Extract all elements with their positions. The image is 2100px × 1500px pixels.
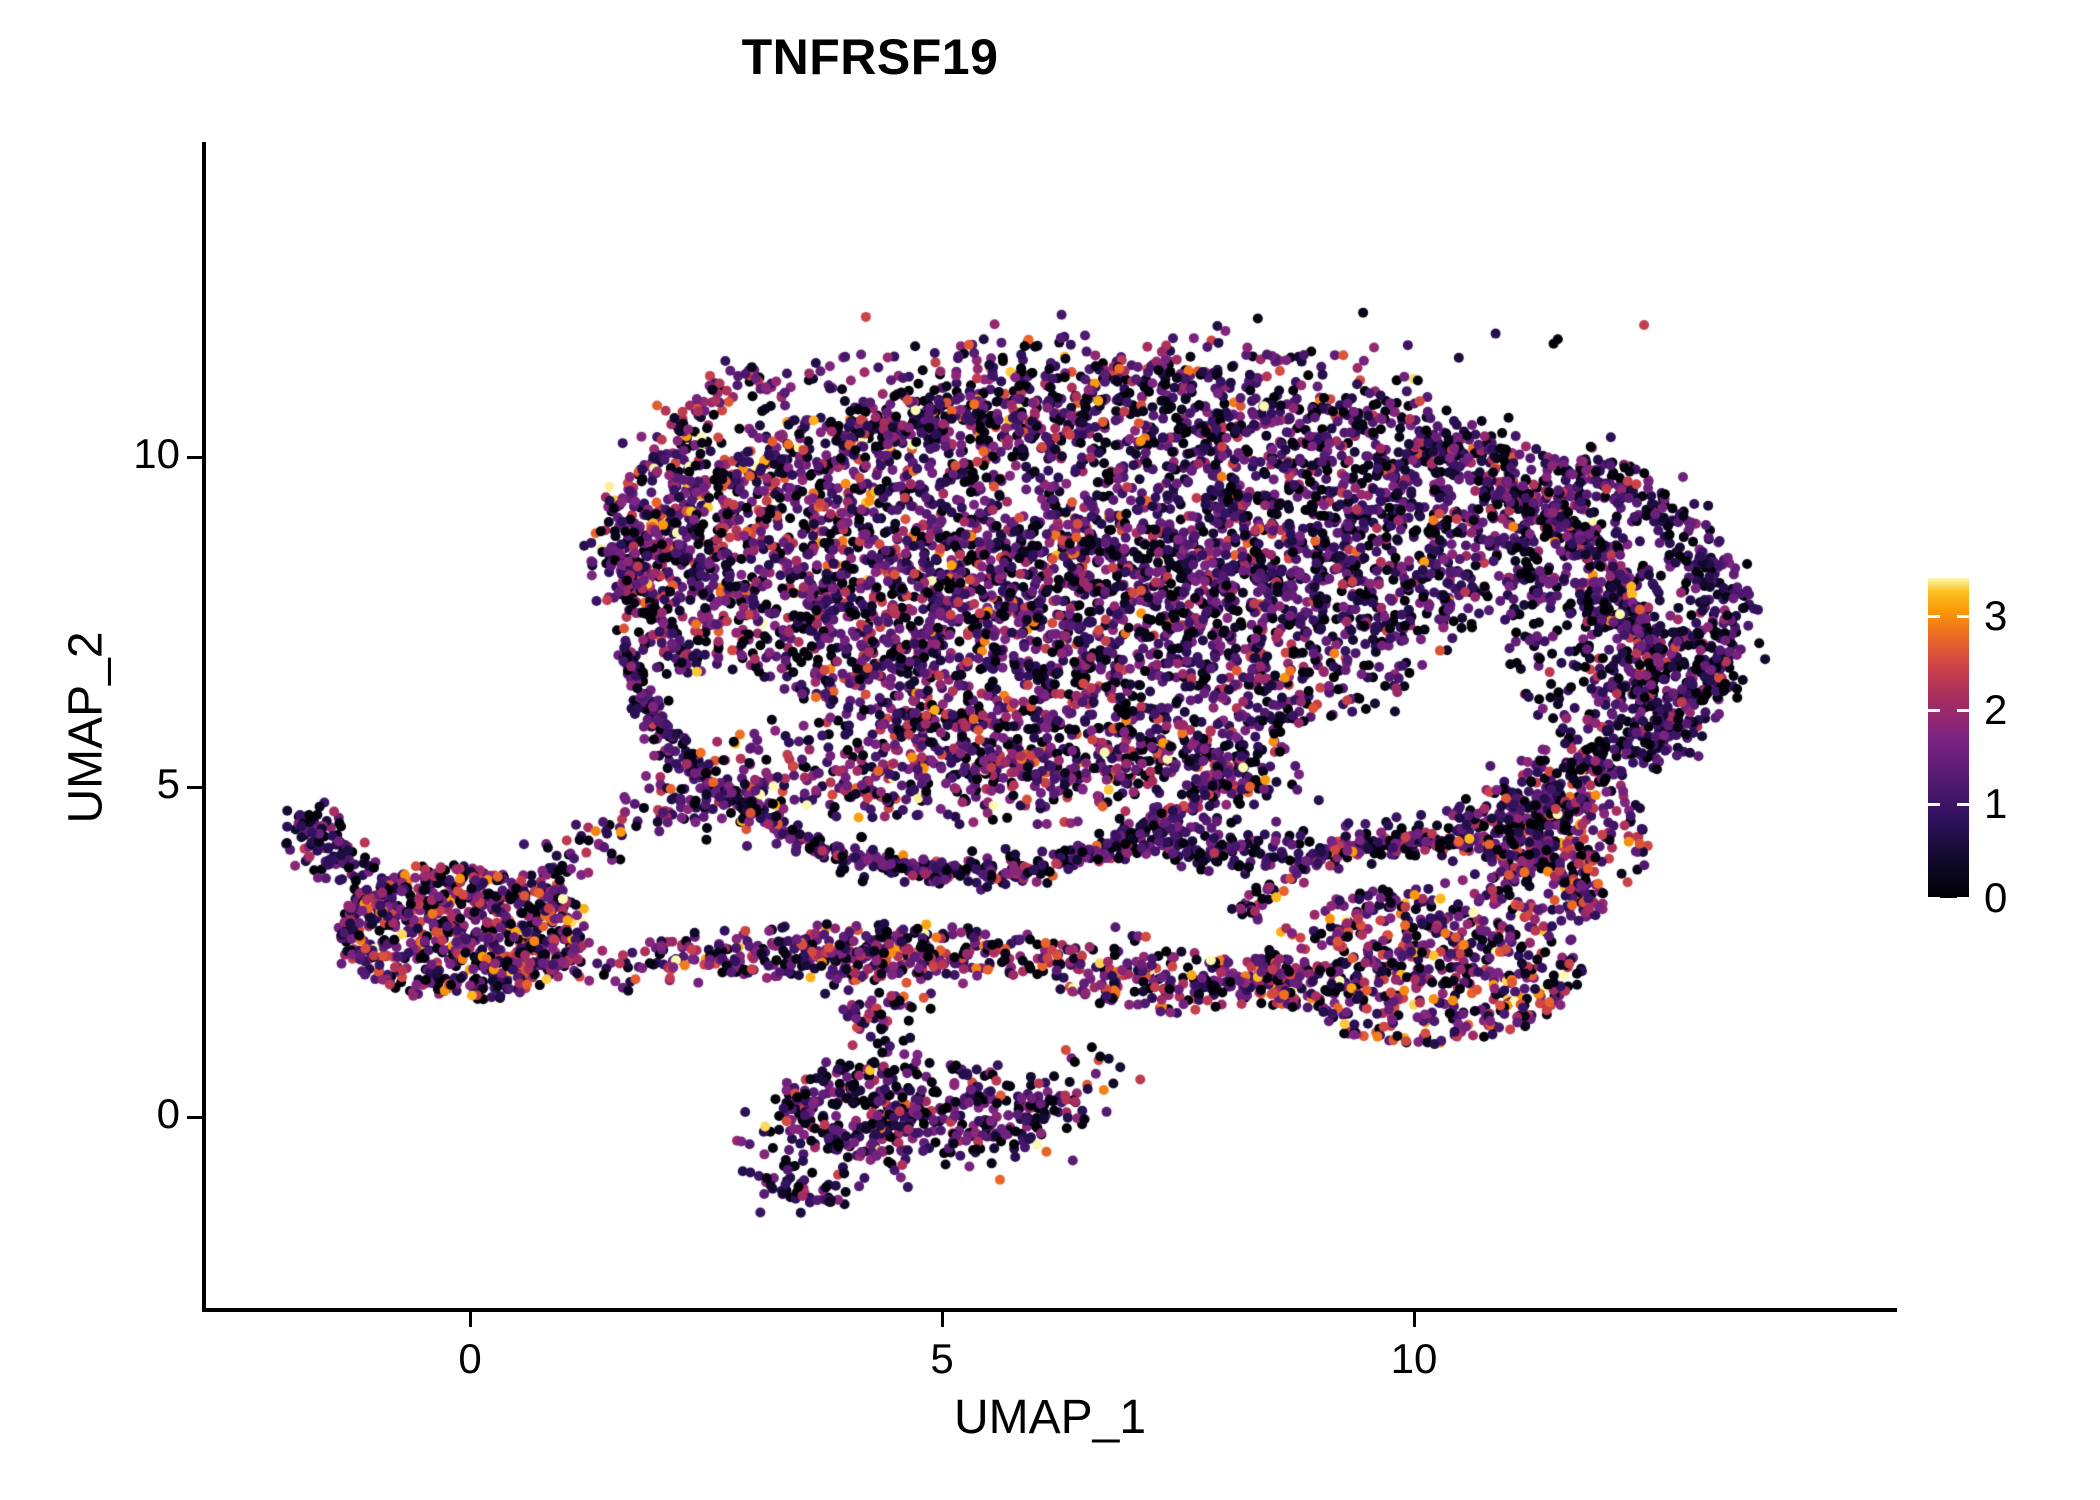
scatter-points-layer bbox=[205, 142, 1895, 1310]
colorbar-tick-label: 1 bbox=[1984, 779, 2008, 827]
colorbar-legend bbox=[1928, 578, 1969, 900]
colorbar-tick-mark bbox=[1928, 708, 1940, 712]
y-tick-label: 10 bbox=[133, 430, 180, 477]
colorbar-tick-mark bbox=[1957, 897, 1969, 900]
plot-panel bbox=[205, 142, 1895, 1310]
page-title: TNFRSF19 bbox=[741, 29, 999, 85]
colorbar-tick-mark bbox=[1957, 802, 1969, 806]
x-tick-label: 10 bbox=[1390, 1335, 1438, 1382]
y-tick-label: 5 bbox=[156, 760, 180, 807]
x-tick-label: 0 bbox=[458, 1335, 482, 1382]
colorbar-tick-mark bbox=[1957, 614, 1969, 618]
y-tick-mark bbox=[187, 786, 202, 789]
y-tick-mark bbox=[187, 1116, 202, 1119]
x-tick-mark bbox=[941, 1312, 944, 1327]
x-axis-title: UMAP_1 bbox=[953, 1391, 1147, 1444]
colorbar-tick-mark bbox=[1928, 614, 1940, 618]
colorbar-gradient bbox=[1928, 578, 1969, 898]
y-axis-title: UMAP_2 bbox=[59, 631, 113, 824]
x-tick-label: 5 bbox=[930, 1335, 954, 1382]
x-axis-line bbox=[202, 1308, 1897, 1312]
colorbar-tick-mark bbox=[1928, 897, 1940, 900]
colorbar-tick-mark bbox=[1957, 708, 1969, 712]
colorbar-tick-label: 3 bbox=[1984, 591, 2008, 639]
x-tick-mark bbox=[1413, 1312, 1416, 1327]
y-tick-label: 0 bbox=[156, 1090, 180, 1137]
y-tick-mark bbox=[187, 456, 202, 459]
y-axis-line bbox=[202, 142, 206, 1312]
colorbar-tick-label: 0 bbox=[1984, 874, 2008, 921]
x-tick-mark bbox=[469, 1312, 472, 1327]
colorbar-tick-label: 2 bbox=[1984, 685, 2008, 733]
colorbar-tick-mark bbox=[1928, 802, 1940, 806]
